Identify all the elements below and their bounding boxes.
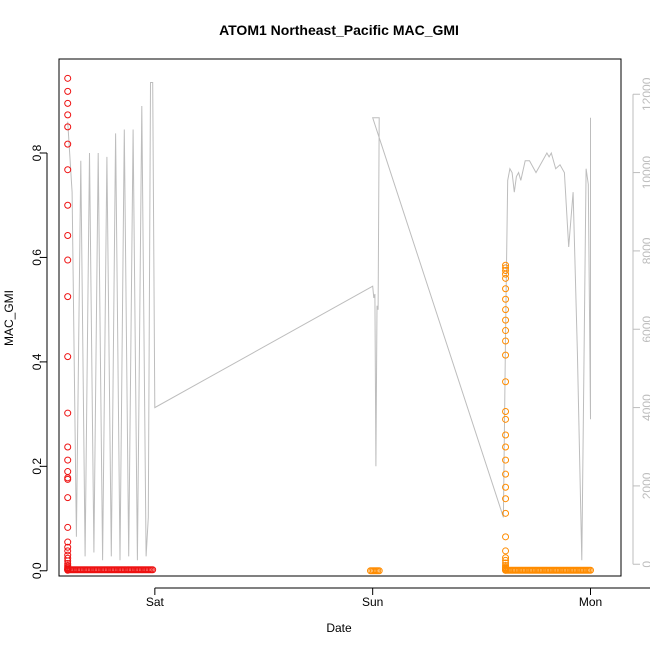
y-tick-label: 0.6 (30, 249, 44, 266)
y-tick-label: 0.8 (30, 144, 44, 161)
data-point (502, 378, 510, 386)
data-point (64, 547, 72, 555)
y-tick-label: 0.2 (30, 458, 44, 475)
data-point (502, 351, 510, 359)
series-1 (64, 74, 157, 574)
data-point (64, 543, 72, 551)
y2-tick-label: 6000 (640, 316, 650, 343)
data-point (64, 554, 72, 562)
data-point (502, 261, 510, 269)
y-axis-right: 0 2000 4000 6000 8000 10000 12000 (632, 77, 650, 568)
data-point (502, 327, 510, 335)
y2-tick-label: 0 (640, 561, 650, 568)
secondary-series-line (67, 82, 591, 561)
data-point (64, 409, 72, 417)
y-axis-label: MAC_GMI (2, 290, 16, 346)
data-point (64, 494, 72, 502)
data-point (502, 415, 510, 423)
data-point (502, 267, 510, 274)
data-point (64, 475, 72, 483)
data-point (64, 232, 72, 240)
data-point (502, 495, 510, 503)
y2-tick-label: 8000 (640, 237, 650, 264)
data-point (149, 566, 157, 574)
y-tick-label: 0.4 (30, 353, 44, 370)
x-tick-label: Sun (362, 595, 383, 609)
y2-tick-label: 10000 (640, 156, 650, 190)
data-point (502, 556, 510, 564)
y2-tick-label: 2000 (640, 472, 650, 499)
data-point (502, 431, 510, 439)
data-point (64, 456, 72, 464)
scatter-points (64, 74, 595, 575)
x-axis: SatSunMonTue (146, 587, 650, 609)
data-point (64, 166, 72, 174)
data-point (64, 201, 72, 209)
series-2 (366, 261, 595, 575)
x-tick-label: Mon (579, 595, 602, 609)
data-point (502, 337, 510, 345)
data-point (64, 443, 72, 451)
data-point (502, 456, 510, 464)
data-point (502, 470, 510, 478)
data-point (502, 547, 510, 555)
data-point (502, 533, 510, 541)
data-point (502, 316, 510, 324)
data-point (587, 566, 595, 574)
data-point (502, 285, 510, 293)
data-point (502, 270, 510, 278)
data-point (64, 293, 72, 301)
data-point (64, 87, 72, 95)
data-point (64, 99, 72, 107)
data-point (64, 123, 72, 131)
data-point (502, 554, 510, 562)
data-point (502, 408, 510, 415)
data-point (64, 256, 72, 264)
data-point (64, 538, 72, 546)
y2-tick-label: 4000 (640, 394, 650, 421)
data-point (375, 567, 383, 575)
data-point (64, 468, 72, 476)
y-axis-left: 0.0 0.2 0.4 0.6 0.8 (30, 144, 48, 579)
data-point (502, 483, 510, 491)
plot-frame (58, 58, 622, 577)
secondary-line (67, 82, 591, 561)
data-point (502, 509, 510, 517)
data-point (502, 274, 510, 282)
y2-tick-label: 12000 (640, 77, 650, 111)
data-point (502, 295, 510, 303)
data-point (64, 353, 72, 361)
data-point (502, 306, 510, 314)
y-tick-label: 0.0 (30, 562, 44, 579)
data-point (64, 111, 72, 119)
data-point (502, 443, 510, 451)
x-axis-label: Date (326, 621, 352, 635)
data-point (64, 523, 72, 531)
x-tick-label: Sat (146, 595, 165, 609)
chart-title: ATOM1 Northeast_Pacific MAC_GMI (219, 22, 459, 38)
data-point (64, 74, 72, 82)
data-point (64, 140, 72, 148)
